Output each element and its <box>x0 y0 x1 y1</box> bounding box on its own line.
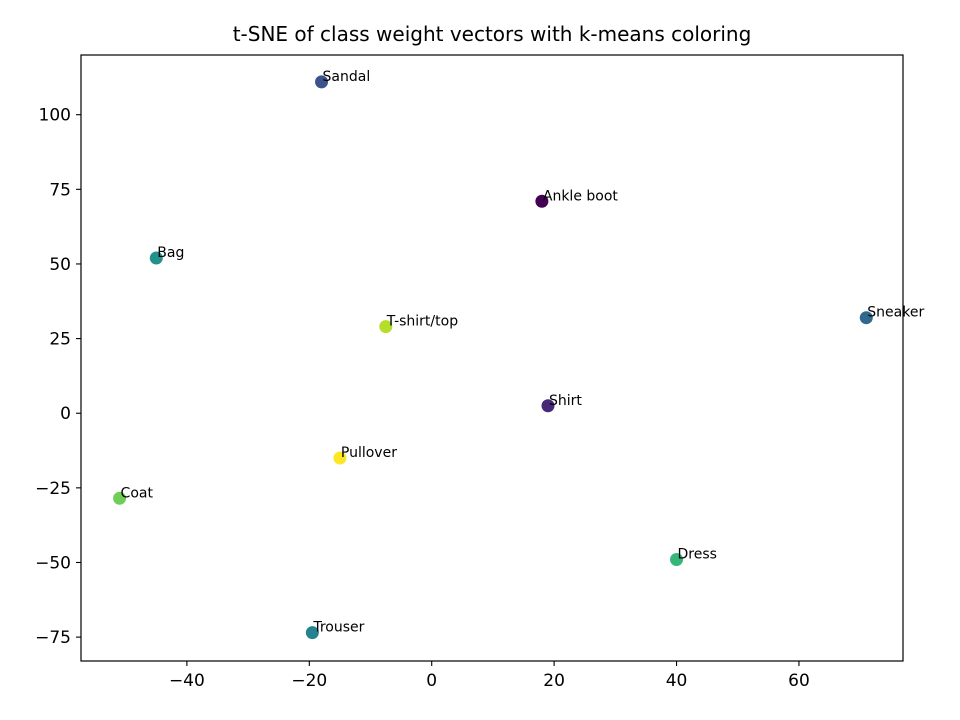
scatter-point <box>333 451 347 465</box>
scatter-point <box>535 194 549 208</box>
scatter-point <box>113 491 127 505</box>
point-label: Shirt <box>549 393 582 409</box>
point-label: Pullover <box>341 445 397 461</box>
scatter-point <box>670 553 684 567</box>
scatter-point <box>541 399 555 413</box>
y-tick-label: 50 <box>49 255 71 275</box>
point-label: Ankle boot <box>543 188 619 204</box>
y-tick-label: −50 <box>35 553 71 573</box>
y-tick-label: 25 <box>49 330 71 350</box>
x-tick-label: 40 <box>666 671 688 691</box>
y-tick-label: 0 <box>60 404 71 424</box>
x-tick-label: 0 <box>426 671 437 691</box>
point-label: Trouser <box>312 620 364 636</box>
chart-title: t-SNE of class weight vectors with k-mea… <box>233 22 752 46</box>
y-tick-label: −75 <box>35 628 71 648</box>
x-tick-label: −20 <box>291 671 327 691</box>
scatter-point <box>305 626 319 640</box>
x-tick-label: −40 <box>169 671 205 691</box>
point-label: Sandal <box>323 69 371 85</box>
point-label: Bag <box>157 245 184 261</box>
scatter-point <box>149 251 163 265</box>
scatter-point <box>859 311 873 325</box>
x-tick-label: 20 <box>543 671 565 691</box>
x-axis: −40 −20 0 20 40 60 <box>169 661 810 691</box>
x-tick-label: 60 <box>788 671 810 691</box>
y-tick-label: −25 <box>35 479 71 499</box>
point-label: Dress <box>678 547 717 563</box>
y-tick-label: 75 <box>49 180 71 200</box>
point-labels: Sandal Ankle boot Bag Sneaker T-shirt/top Shi… <box>121 69 925 636</box>
y-axis: −75 −50 −25 0 25 50 75 100 <box>35 106 81 648</box>
y-tick-label: 100 <box>39 106 71 126</box>
scatter-point <box>315 75 329 89</box>
point-label: Sneaker <box>867 305 924 321</box>
plot-frame <box>80 54 904 662</box>
point-label: Coat <box>121 485 154 501</box>
point-label: T-shirt/top <box>386 314 458 330</box>
scatter-points <box>113 75 873 640</box>
scatter-point <box>379 320 393 334</box>
